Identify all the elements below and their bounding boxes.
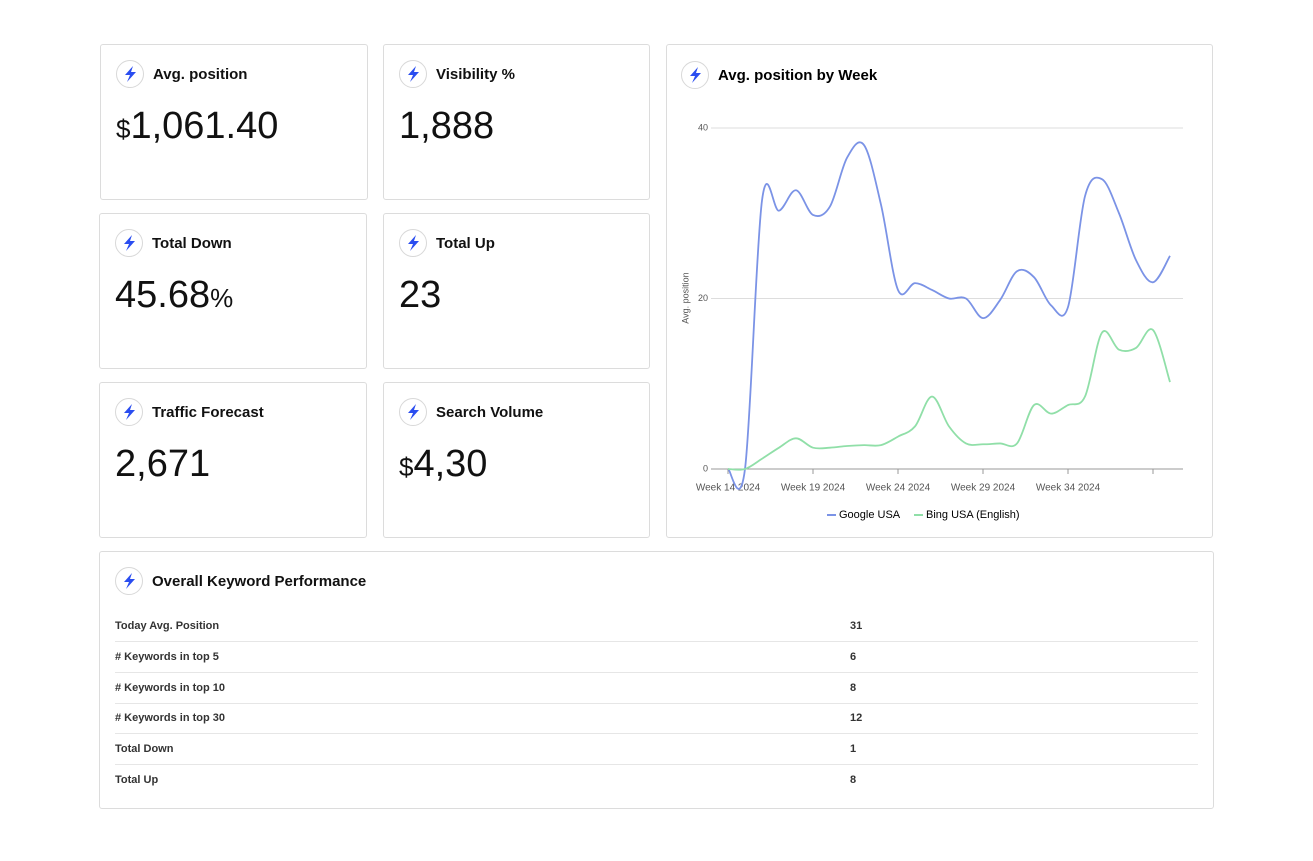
- y-tick-label: 0: [703, 463, 708, 473]
- line: [727, 141, 1171, 490]
- icon: [399, 60, 427, 88]
- x-tick-label: Week 29 2024: [951, 483, 1016, 494]
- row-label: # Keywords in top 5: [115, 650, 219, 663]
- icon: [115, 229, 143, 257]
- kpi-title: Search Volume: [436, 404, 544, 421]
- kpi-value: 1,061.40: [130, 105, 279, 147]
- kpi-title: Avg. position: [153, 66, 248, 83]
- x-tick-label: Week 34 2024: [1036, 483, 1101, 494]
- y-axis-label: Avg. position: [680, 272, 690, 323]
- legend-label: Google USA: [839, 509, 901, 521]
- table-row: Today Avg. Position 31: [115, 611, 1198, 642]
- table-row: # Keywords in top 5 6: [115, 642, 1198, 673]
- kpi-prefix: $: [399, 452, 414, 482]
- kpi-card: Traffic Forecast 2,671: [99, 382, 367, 538]
- kpi-title: Traffic Forecast: [152, 404, 264, 421]
- icon: [399, 398, 427, 426]
- kpi-value-box: 45.68%: [115, 274, 233, 317]
- row-label: # Keywords in top 10: [115, 681, 226, 694]
- kpi-value-box: 2,671: [115, 443, 210, 486]
- kpi-value-box: $4,30: [399, 443, 487, 486]
- kpi-title: Total Up: [436, 235, 495, 252]
- row-value: 8: [850, 774, 857, 786]
- row-label: Today Avg. Position: [115, 620, 220, 632]
- row-label: # Keywords in top 30: [115, 712, 226, 725]
- kpi-card: Visibility % 1,888: [383, 44, 650, 200]
- kpi-value: 4,30: [413, 443, 488, 485]
- icon: [115, 567, 143, 595]
- legend-label: Bing USA (English): [926, 509, 1020, 521]
- kpi-prefix: $: [116, 114, 131, 144]
- x-tick-label: Week 14 2024: [696, 483, 761, 494]
- kpi-value-box: $1,061.40: [116, 105, 278, 148]
- icon: [399, 229, 427, 257]
- icon: [116, 60, 144, 88]
- chart-title: Avg. position by Week: [718, 67, 878, 84]
- icon: [115, 398, 143, 426]
- kpi-card: Avg. position $1,061.40: [100, 44, 368, 200]
- kpi-value-box: 23: [399, 274, 441, 317]
- row-label: Total Down: [115, 743, 174, 756]
- line: [727, 328, 1171, 471]
- row-value: 12: [850, 712, 863, 725]
- row-value: 6: [850, 650, 857, 663]
- table-card: Overall Keyword Performance Today Avg. P…: [99, 551, 1214, 809]
- kpi-value: 2,671: [115, 443, 211, 485]
- table-row: Total Down 1: [115, 734, 1198, 766]
- kpi-value-box: 1,888: [399, 105, 494, 148]
- kpi-card: Total Up 23: [383, 213, 650, 369]
- y-tick-label: 20: [698, 293, 708, 303]
- chart: Avg. position by Week 0 20 40 Avg. position…: [680, 61, 1183, 521]
- kpi-suffix: %: [210, 283, 234, 313]
- table-row: # Keywords in top 10 8: [115, 673, 1198, 704]
- chart-card: Avg. position by Week 0 20 40 Avg. position…: [666, 44, 1213, 538]
- kpi-card: Total Down 45.68%: [99, 213, 367, 369]
- x-tick-label: Week 24 2024: [866, 483, 931, 494]
- row-value: 1: [850, 743, 857, 756]
- kpi-value: 45.68: [115, 274, 211, 316]
- table-title: Overall Keyword Performance: [152, 573, 367, 590]
- row-label: Total Up: [115, 774, 159, 786]
- row-value: 31: [850, 620, 863, 632]
- kpi-card: Search Volume $4,30: [383, 382, 650, 538]
- icon: [681, 61, 709, 89]
- row-value: 8: [850, 681, 857, 694]
- kpi-value: 23: [399, 274, 442, 316]
- y-tick-label: 40: [698, 122, 708, 132]
- table-row: # Keywords in top 30 12: [115, 703, 1198, 735]
- x-tick-label: Week 19 2024: [781, 483, 846, 494]
- kpi-value: 1,888: [399, 105, 495, 147]
- kpi-title: Visibility %: [436, 66, 515, 83]
- kpi-title: Total Down: [152, 235, 232, 252]
- table-row: Total Up 8: [115, 765, 1198, 795]
